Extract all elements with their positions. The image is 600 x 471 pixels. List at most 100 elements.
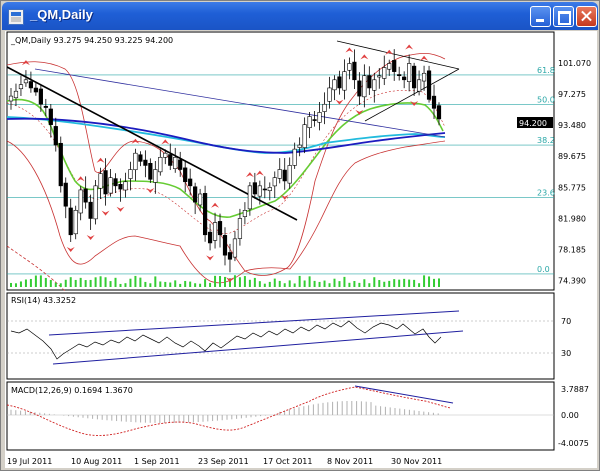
volume-bar — [64, 279, 67, 287]
fractal-up-marker — [131, 138, 140, 144]
x-label-23-sep: 23 Sep 2011 — [198, 457, 249, 466]
rsi-upper-trendline[interactable] — [48, 310, 460, 336]
volume-bar — [89, 279, 92, 287]
volume-bar — [288, 280, 291, 287]
fractal-up-marker — [360, 54, 369, 60]
candle-body — [327, 87, 332, 102]
wedge-upper-line[interactable] — [336, 40, 460, 70]
fractal-up-marker — [385, 49, 394, 55]
candle-body — [98, 173, 103, 189]
volume-bar — [139, 277, 142, 287]
rsi-panel[interactable] — [6, 292, 555, 380]
chart-window-icon[interactable] — [8, 9, 24, 25]
candle-body — [183, 167, 188, 183]
fractal-down-marker — [146, 187, 155, 193]
fractal-up-marker — [211, 202, 220, 208]
volume-bar — [323, 280, 326, 287]
candle-body — [232, 238, 238, 258]
candle-body — [83, 188, 88, 203]
candle-body — [43, 105, 48, 108]
volume-bar — [194, 283, 197, 287]
volume-bar — [268, 281, 271, 287]
candle-body — [426, 70, 432, 100]
candle-body — [138, 154, 143, 162]
volume-bar — [263, 283, 266, 287]
minimize-icon — [531, 7, 550, 26]
moving-average-slow — [6, 117, 446, 154]
close-button[interactable] — [576, 6, 597, 27]
volume-bar — [99, 276, 102, 287]
minimize-button[interactable] — [530, 6, 551, 27]
volume-bar — [333, 278, 336, 287]
volume-bar — [328, 283, 331, 287]
maximize-button[interactable] — [553, 6, 574, 27]
volume-bar — [343, 276, 346, 287]
volume-bar — [29, 278, 32, 287]
volume-bar — [164, 281, 167, 287]
volume-bars — [10, 275, 440, 287]
macd-panel[interactable] — [6, 381, 555, 451]
volume-bar — [238, 277, 241, 287]
volume-bar — [378, 280, 381, 287]
current-price-label: 94.200 — [519, 119, 547, 128]
fractal-down-marker — [410, 100, 419, 106]
volume-bar — [253, 277, 256, 287]
volume-bar — [124, 283, 127, 287]
volume-bar — [283, 283, 286, 287]
close-icon — [577, 7, 596, 26]
candle-body — [153, 169, 158, 183]
candle-body — [93, 185, 98, 220]
volume-bar — [438, 278, 440, 287]
volume-bar — [423, 275, 426, 287]
candle-body — [262, 188, 267, 191]
macd-level-zero-label: 0.00 — [561, 411, 579, 420]
price-label: 78.185 — [558, 246, 586, 255]
price-label: 89.675 — [558, 152, 586, 161]
macd-signal-line — [6, 386, 452, 436]
candle-body — [78, 189, 83, 214]
x-label-1-sep: 1 Sep 2011 — [134, 457, 180, 466]
volume-bar — [209, 282, 212, 287]
volume-bar — [174, 280, 177, 287]
rsi-header: RSI(14) 43.3252 — [11, 296, 76, 305]
volume-bar — [54, 282, 57, 287]
candle-body — [252, 182, 257, 195]
time-axis: 19 Jul 2011 10 Aug 2011 1 Sep 2011 23 Se… — [7, 457, 442, 466]
volume-bar — [10, 282, 12, 287]
fractal-down-marker — [66, 246, 75, 252]
volume-bar — [248, 279, 251, 287]
candle-body — [198, 193, 203, 206]
candle-body — [421, 72, 427, 82]
candle-body — [272, 177, 277, 187]
candle-body — [227, 252, 233, 260]
volume-bar — [34, 275, 37, 287]
volume-bar — [313, 280, 316, 287]
candle-body — [431, 95, 437, 109]
candle-body — [372, 79, 377, 91]
candle-body — [128, 169, 133, 179]
candle-body — [53, 126, 58, 146]
fractal-up-marker — [21, 60, 30, 66]
volume-bar — [228, 278, 231, 287]
title-bar[interactable]: _QM,Daily — [2, 2, 598, 30]
candle-body — [202, 193, 208, 236]
macd-level-low-label: -4.0075 — [558, 439, 589, 448]
candle-body — [407, 63, 412, 82]
candle-body — [237, 218, 243, 239]
macd-trendline[interactable] — [354, 385, 454, 404]
volume-bar — [403, 278, 406, 287]
candle-body — [38, 88, 43, 105]
wedge-lower-line[interactable] — [364, 68, 460, 122]
candle-body — [212, 222, 218, 241]
volume-bar — [358, 282, 361, 287]
channel-line[interactable] — [34, 68, 446, 138]
x-label-17-oct: 17 Oct 2011 — [263, 457, 312, 466]
fractal-down-marker — [206, 255, 215, 261]
candle-body — [148, 162, 153, 180]
main-chart-panel[interactable] — [6, 31, 555, 291]
fractal-up-marker — [345, 47, 354, 53]
rsi-lower-trendline[interactable] — [52, 330, 464, 365]
volume-bar — [258, 281, 261, 287]
chart-area[interactable]: 61.8 50.0 38.2 23.6 0.0 101.070 97.275 93.480 8… — [5, 31, 597, 468]
